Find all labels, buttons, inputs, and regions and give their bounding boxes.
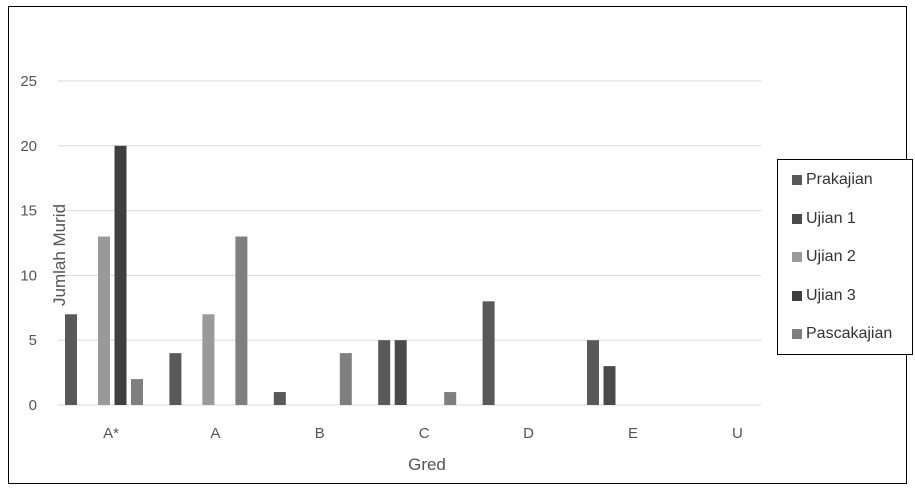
bar-ujian-2-a xyxy=(202,314,215,405)
bar-pascakajian-a xyxy=(235,236,248,405)
legend-swatch xyxy=(792,213,802,224)
legend-label: Prakajian xyxy=(806,171,873,188)
bar-pascakajian-astar xyxy=(131,379,143,405)
bar-pascakajian-c xyxy=(444,392,457,405)
bar-ujian-1-c xyxy=(394,340,407,405)
chart-frame: 0 5 10 15 20 25 A* A B C D E U Jumlah Murid Gred Pr… xyxy=(8,6,913,484)
bars xyxy=(65,145,616,406)
x-tick-label: U xyxy=(732,425,743,442)
x-tick-label: B xyxy=(315,425,325,442)
x-tick-label: A xyxy=(210,425,220,442)
bar-ujian-3-astar xyxy=(114,145,127,406)
x-tick-label: E xyxy=(628,425,638,442)
x-tick-label: C xyxy=(419,425,430,442)
legend-item-prakajian: Prakajian xyxy=(792,170,873,190)
bar-prakajian-d xyxy=(482,301,495,405)
y-tick-label: 20 xyxy=(20,138,37,155)
legend-label: Ujian 3 xyxy=(806,286,856,304)
bar-ujian-2-astar xyxy=(98,236,110,405)
y-tick-label: 25 xyxy=(20,73,37,90)
bar-prakajian-astar xyxy=(65,314,77,405)
bar-prakajian-c xyxy=(378,340,391,405)
legend-swatch xyxy=(792,290,802,301)
x-tick-label: D xyxy=(523,425,534,442)
legend-label: Ujian 1 xyxy=(806,209,856,227)
y-tick-label: 0 xyxy=(29,397,37,414)
legend-item-ujian-2: Ujian 2 xyxy=(792,247,856,267)
legend-swatch xyxy=(792,252,802,262)
legend-item-ujian-1: Ujian 1 xyxy=(792,209,856,229)
legend: Prakajian Ujian 1 Ujian 2 Ujian 3 Pascakajia… xyxy=(777,159,913,355)
bar-prakajian-b xyxy=(273,392,286,405)
x-tick-label: A* xyxy=(103,425,119,442)
y-tick-label: 15 xyxy=(20,203,37,220)
y-axis-title: Jumlah Murid xyxy=(50,204,69,306)
legend-swatch xyxy=(792,175,802,185)
legend-label: Ujian 2 xyxy=(806,248,856,265)
bar-prakajian-e xyxy=(587,340,599,405)
bar-pascakajian-b xyxy=(339,353,352,405)
legend-item-ujian-3: Ujian 3 xyxy=(792,286,856,306)
gridlines xyxy=(58,80,761,406)
legend-label: Pascakajian xyxy=(806,325,893,342)
x-tick-labels: A* A B C D E U xyxy=(103,425,743,442)
bar-ujian-1-e xyxy=(603,366,616,405)
y-tick-labels: 0 5 10 15 20 25 xyxy=(20,73,37,414)
x-axis-title: Gred xyxy=(408,455,446,474)
bar-prakajian-a xyxy=(169,353,182,405)
y-tick-label: 5 xyxy=(29,332,37,349)
bar-chart: 0 5 10 15 20 25 A* A B C D E U Jumlah Murid Gred xyxy=(20,73,761,474)
legend-swatch xyxy=(792,329,802,339)
legend-item-pascakajian: Pascakajian xyxy=(792,324,892,344)
y-tick-label: 10 xyxy=(20,267,37,284)
